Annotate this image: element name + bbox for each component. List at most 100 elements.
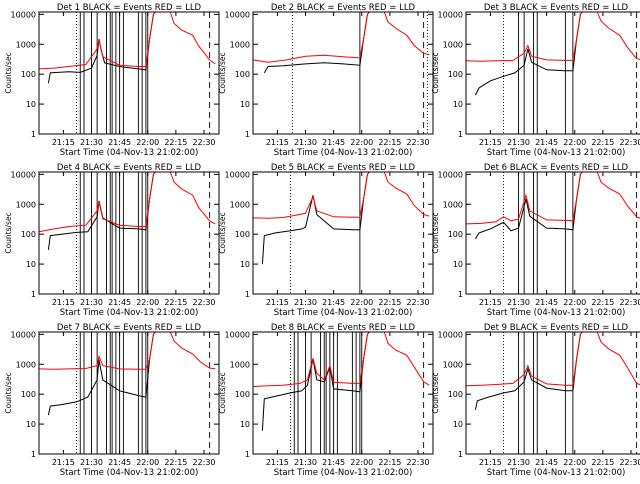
x-tick-label: 22:30 [192,458,215,467]
x-tick-label: 21:15 [266,138,289,147]
y-axis-label: Counts/sec [431,52,440,93]
x-tick-label: 21:30 [294,138,317,147]
y-tick-label: 10 [240,100,250,109]
series-events-line [263,12,370,74]
panel-title: Det 3 BLACK = Events RED = LLD [484,3,629,13]
x-tick-label: 22:30 [192,298,215,307]
y-tick-label: 10 [240,260,250,269]
x-tick-label: 22:30 [192,138,215,147]
x-tick-label: 21:30 [80,138,103,147]
plot-area [253,12,430,134]
y-tick-label: 1000 [443,40,463,49]
x-tick-label: 22:00 [350,138,373,147]
panel-det-5: 1 10 100 1000 10000 21:15 21:30 21:45 22:00 22:15… [218,163,434,318]
x-tick-label: 22:15 [378,138,401,147]
y-tick-label: 10000 [438,330,463,339]
plot-frame [252,11,434,135]
x-tick-label: 21:45 [535,458,558,467]
plot-area [253,332,430,454]
panel-title: Det 5 BLACK = Events RED = LLD [271,163,416,173]
plot-area [253,172,430,294]
plot-area [39,12,216,134]
panel-det-6: 1 10 100 1000 10000 21:15 21:30 21:45 22:00 22:15… [431,163,640,318]
x-axis-label: Start Time (04-Nov-13 21:02:00) [60,308,199,318]
x-tick-label: 22:00 [563,458,586,467]
x-tick-label: 21:15 [52,138,75,147]
x-tick-label: 21:30 [507,298,530,307]
x-tick-label: 21:15 [479,138,502,147]
plot-area [466,332,640,454]
panel-title: Det 7 BLACK = Events RED = LLD [57,323,202,333]
x-axis-label: Start Time (04-Nov-13 21:02:00) [274,468,413,478]
x-tick-label: 21:45 [108,138,131,147]
plot-frame [465,171,640,295]
series-lld-line [466,332,640,387]
x-tick-label: 22:15 [378,298,401,307]
plot-frame [465,11,640,135]
x-tick-label: 21:45 [108,298,131,307]
x-tick-label: 21:45 [322,138,345,147]
x-tick-label: 22:15 [591,298,614,307]
y-tick-label: 10 [26,100,36,109]
series-events-line [261,332,370,431]
y-tick-label: 1 [458,290,463,299]
y-tick-label: 1000 [16,200,36,209]
y-axis-label: Counts/sec [218,212,227,253]
series-lld-line [253,12,430,63]
panel-title: Det 8 BLACK = Events RED = LLD [271,323,416,333]
panel-det-3: 1 10 100 1000 10000 21:15 21:30 21:45 22:00 22:15… [431,3,640,158]
y-axis-label: Counts/sec [218,372,227,413]
x-tick-label: 21:15 [52,298,75,307]
x-tick-label: 21:45 [322,458,345,467]
x-tick-label: 22:15 [378,458,401,467]
x-tick-label: 21:15 [266,298,289,307]
y-axis-label: Counts/sec [4,52,13,93]
y-tick-label: 10 [26,420,36,429]
x-tick-label: 22:00 [563,298,586,307]
y-tick-label: 100 [235,70,250,79]
y-tick-label: 10000 [438,170,463,179]
panel-title: Det 6 BLACK = Events RED = LLD [484,163,629,173]
x-tick-label: 22:30 [406,138,429,147]
series-lld-line [466,172,640,225]
y-tick-label: 1 [31,130,36,139]
x-tick-label: 21:30 [507,138,530,147]
series-lld-line [39,332,216,370]
x-tick-label: 22:15 [164,458,187,467]
x-tick-label: 22:00 [136,298,159,307]
x-tick-label: 21:15 [479,298,502,307]
y-axis-label: Counts/sec [431,372,440,413]
x-axis-label: Start Time (04-Nov-13 21:02:00) [487,468,626,478]
series-lld-line [39,172,216,233]
x-axis-label: Start Time (04-Nov-13 21:02:00) [60,468,199,478]
panel-det-7: 1 10 100 1000 10000 21:15 21:30 21:45 22:00 22:15… [4,323,220,478]
y-tick-label: 1000 [443,200,463,209]
x-tick-label: 21:30 [507,458,530,467]
y-tick-label: 100 [235,230,250,239]
x-tick-label: 21:30 [294,458,317,467]
y-tick-label: 10000 [225,170,250,179]
y-axis-label: Counts/sec [431,212,440,253]
x-tick-label: 21:30 [294,298,317,307]
x-axis-label: Start Time (04-Nov-13 21:02:00) [60,148,199,158]
y-tick-label: 1 [245,130,250,139]
x-tick-label: 21:45 [535,298,558,307]
x-axis-label: Start Time (04-Nov-13 21:02:00) [274,148,413,158]
series-events-line [47,332,156,416]
x-tick-label: 22:30 [619,458,640,467]
x-tick-label: 22:00 [350,298,373,307]
plot-frame [252,171,434,295]
series-events-line [47,12,156,84]
panel-title: Det 9 BLACK = Events RED = LLD [484,323,629,333]
x-tick-label: 22:30 [406,458,429,467]
y-tick-label: 10 [26,260,36,269]
plot-area [466,172,640,294]
panel-det-4: 1 10 100 1000 10000 21:15 21:30 21:45 22:00 22:15… [4,163,220,318]
y-tick-label: 10 [453,420,463,429]
y-axis-label: Counts/sec [218,52,227,93]
y-tick-label: 10000 [11,170,36,179]
panel-det-9: 1 10 100 1000 10000 21:15 21:30 21:45 22:00 22:15… [431,323,640,478]
plot-frame [38,331,220,455]
x-tick-label: 22:00 [563,138,586,147]
y-tick-label: 1000 [230,40,250,49]
